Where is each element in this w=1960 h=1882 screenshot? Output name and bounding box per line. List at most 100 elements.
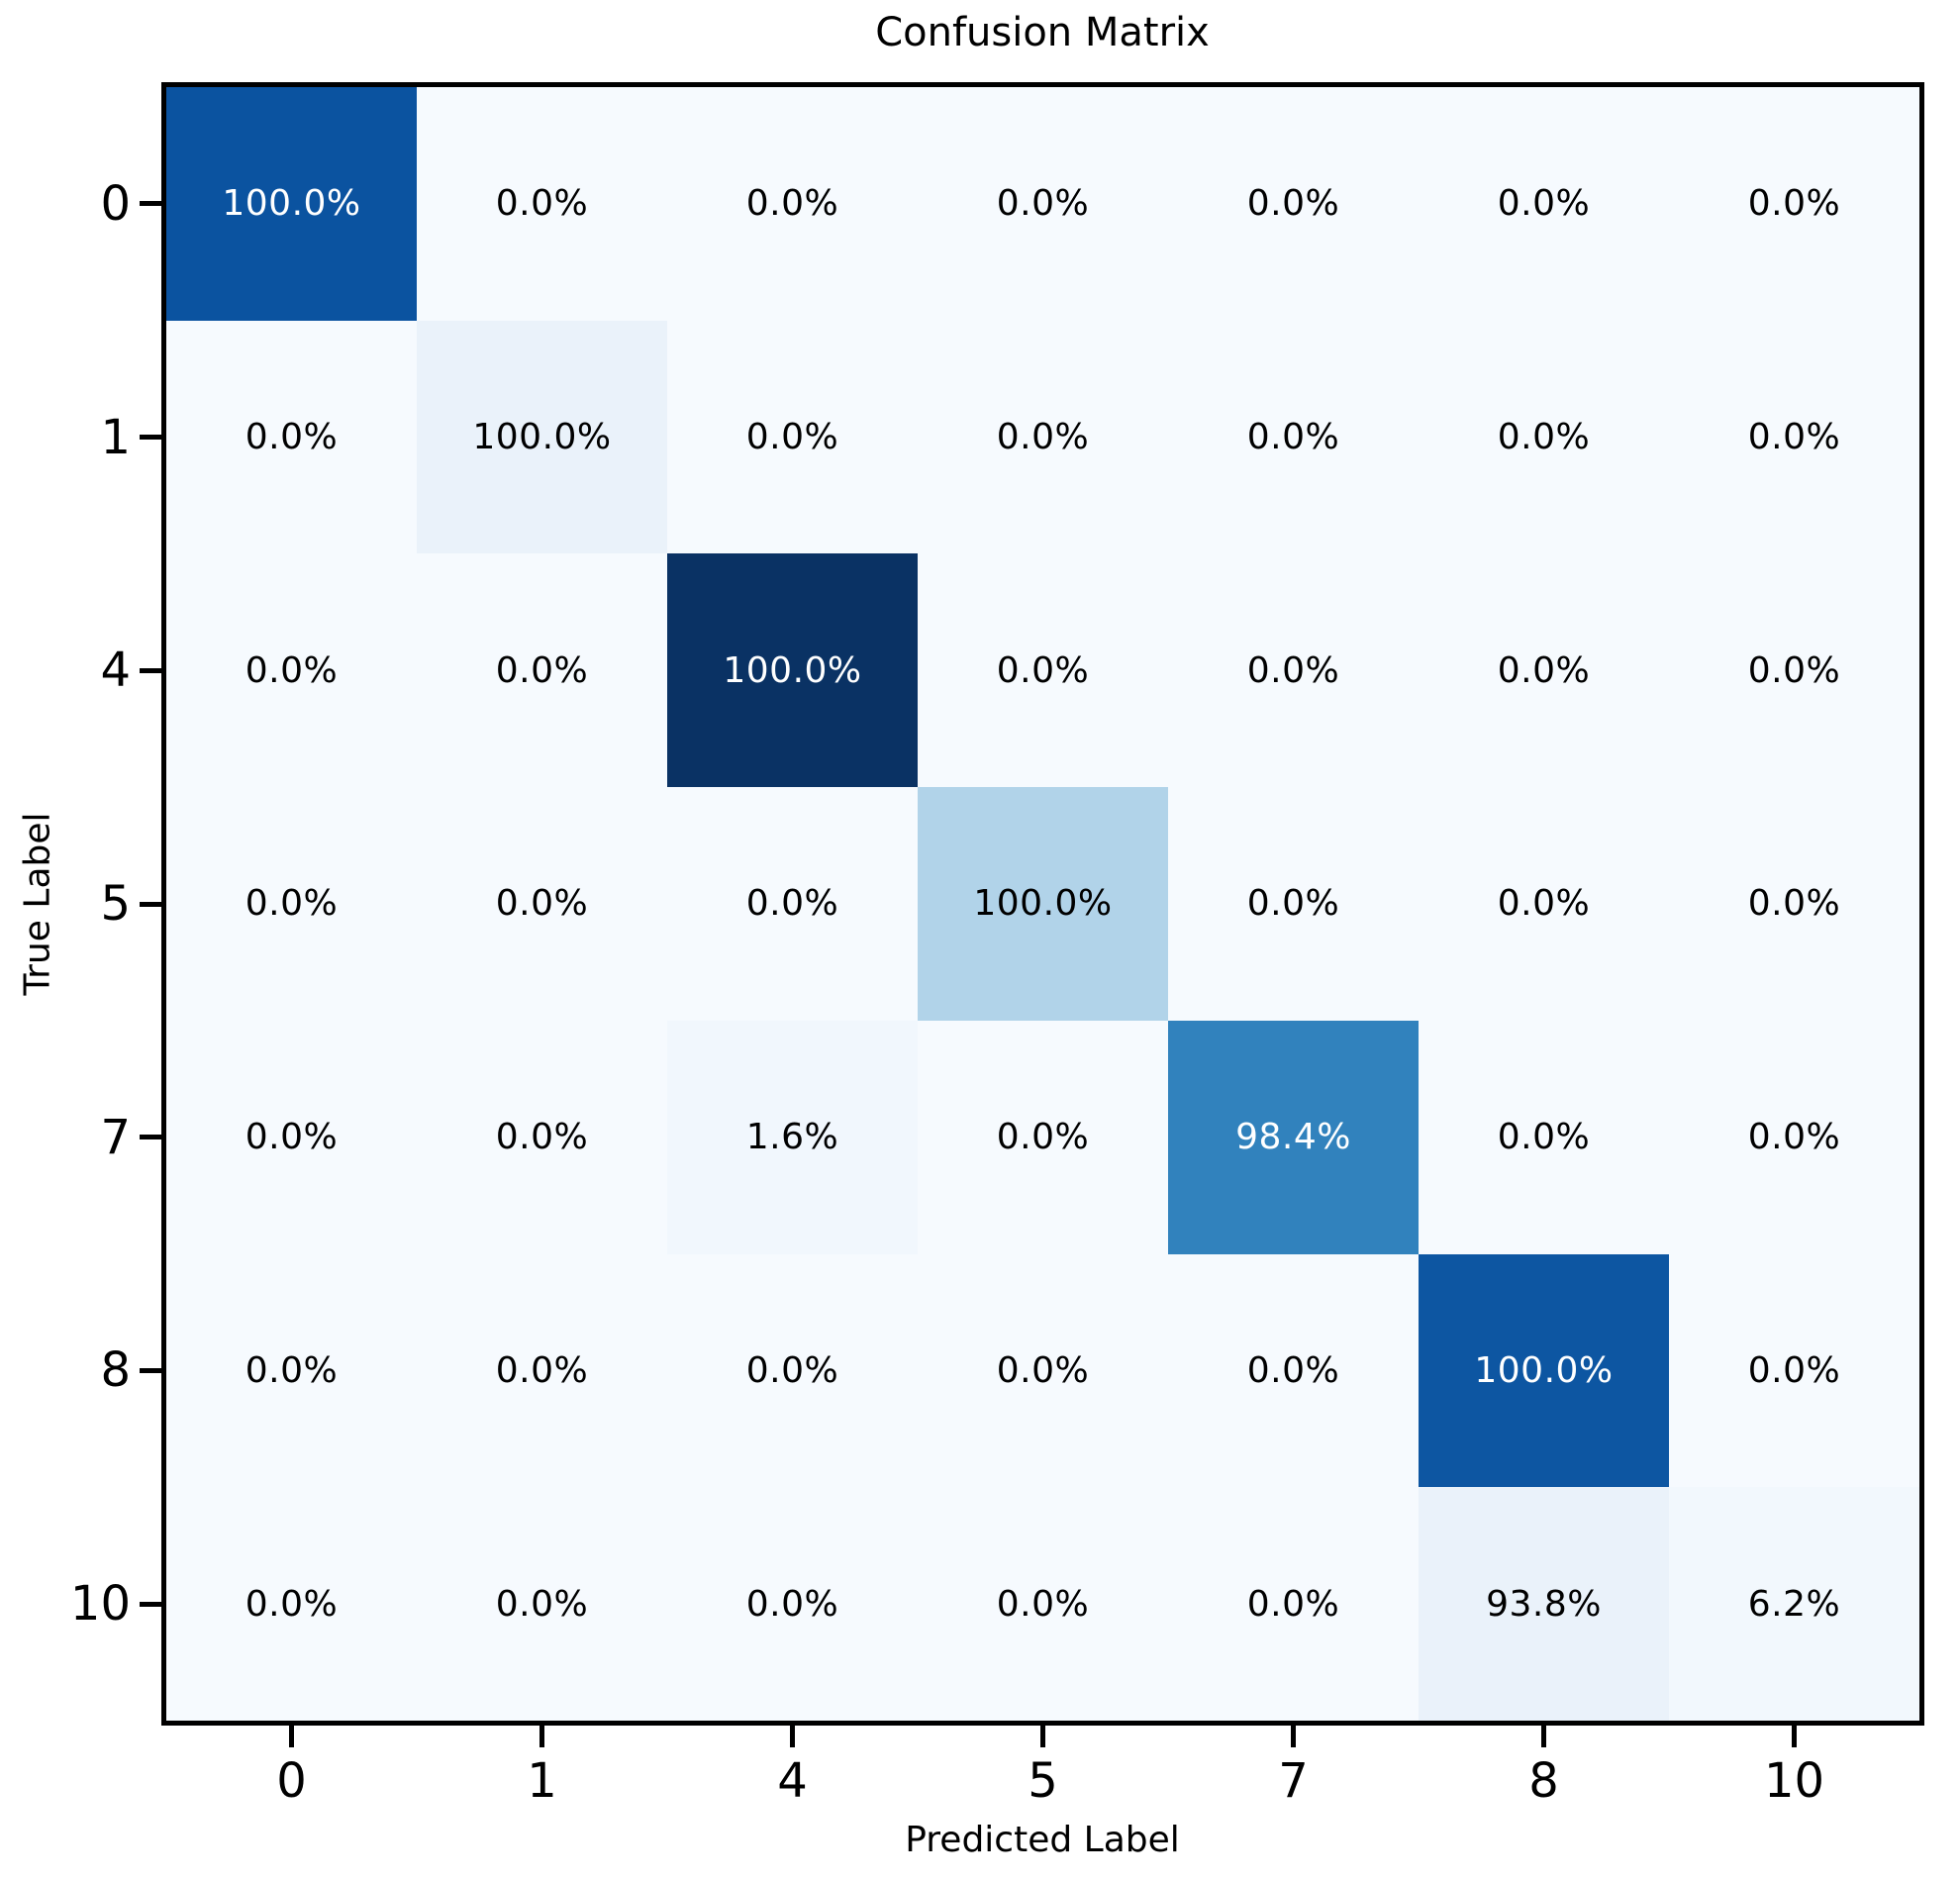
cell-value: 0.0% [1747,183,1841,225]
y-tick-mark [140,1367,161,1373]
matrix-cell: 93.8% [1419,1487,1669,1721]
cell-value: 0.0% [1497,183,1591,225]
matrix-cell: 0.0% [1419,553,1669,788]
matrix-cell: 0.0% [1168,320,1419,554]
matrix-cell: 0.0% [1669,87,1919,321]
y-tick-label: 5 [100,876,131,932]
chart-title: Confusion Matrix [875,10,1210,55]
matrix-cell: 100.0% [166,87,417,321]
cell-value: 0.0% [495,1583,589,1625]
y-tick-mark [140,435,161,441]
cell-value: 100.0% [973,883,1113,925]
cell-value: 0.0% [1747,649,1841,691]
cell-value: 0.0% [996,417,1090,458]
y-tick-mark [140,1135,161,1140]
x-tick-label: 0 [276,1753,307,1809]
matrix-cell: 0.0% [166,1487,417,1721]
y-tick-label: 8 [100,1342,131,1399]
y-tick-mark [140,1601,161,1607]
matrix-cell: 0.0% [417,87,667,321]
cell-value: 0.0% [1497,1117,1591,1158]
y-tick-label: 0 [100,175,131,232]
cell-value: 0.0% [1246,883,1340,925]
x-tick-mark [539,1726,544,1747]
matrix-cell: 98.4% [1168,1020,1419,1254]
matrix-cell: 0.0% [1419,320,1669,554]
matrix-cell: 0.0% [1168,787,1419,1021]
cell-value: 0.0% [1747,883,1841,925]
x-tick-mark [1291,1726,1296,1747]
matrix-cell: 0.0% [1669,787,1919,1021]
matrix-cell: 0.0% [1419,87,1669,321]
cell-value: 100.0% [472,417,612,458]
matrix-cell: 0.0% [417,1487,667,1721]
cell-value: 0.0% [996,1117,1090,1158]
x-tick-label: 1 [527,1753,557,1809]
cell-value: 0.0% [996,183,1090,225]
matrix-cell: 0.0% [667,1487,918,1721]
cell-value: 100.0% [1474,1349,1614,1391]
cell-value: 0.0% [1497,883,1591,925]
cell-value: 0.0% [1246,1349,1340,1391]
matrix-cell: 0.0% [1669,1020,1919,1254]
cell-value: 0.0% [245,649,339,691]
cell-value: 0.0% [495,183,589,225]
matrix-cell: 0.0% [1419,787,1669,1021]
matrix-cell: 0.0% [417,1253,667,1488]
matrix-cell: 6.2% [1669,1487,1919,1721]
cell-value: 100.0% [222,183,361,225]
cell-value: 0.0% [1747,417,1841,458]
cell-value: 0.0% [1497,649,1591,691]
plot-area: 100.0% 0.0% 0.0% 0.0% 0.0% 0.0% 0.0% 0.0% 100.0%… [161,82,1924,1726]
cell-value: 93.8% [1486,1583,1602,1625]
cell-value: 0.0% [1246,183,1340,225]
x-axis-label: Predicted Label [905,1820,1180,1860]
matrix-cell: 0.0% [1168,87,1419,321]
cell-value: 0.0% [745,183,839,225]
cell-value: 0.0% [245,1349,339,1391]
matrix-cell: 0.0% [667,787,918,1021]
x-tick-label: 7 [1278,1753,1309,1809]
cell-value: 0.0% [996,649,1090,691]
matrix-cell: 0.0% [1168,1253,1419,1488]
matrix-cell: 100.0% [918,787,1168,1021]
matrix-cell: 0.0% [166,320,417,554]
cell-value: 0.0% [245,417,339,458]
cell-value: 0.0% [745,883,839,925]
matrix-cell: 0.0% [918,1253,1168,1488]
matrix-cell: 0.0% [918,553,1168,788]
y-tick-label: 4 [100,643,131,699]
matrix-cell: 0.0% [1168,1487,1419,1721]
matrix-cell: 100.0% [667,553,918,788]
matrix-cell: 1.6% [667,1020,918,1254]
x-tick-mark [1040,1726,1045,1747]
matrix-cell: 0.0% [918,320,1168,554]
matrix-cell: 0.0% [1419,1020,1669,1254]
matrix-cell: 0.0% [667,320,918,554]
y-tick-mark [140,201,161,207]
x-tick-mark [1541,1726,1546,1747]
cell-value: 0.0% [745,417,839,458]
cell-value: 0.0% [996,1583,1090,1625]
matrix-cell: 0.0% [667,87,918,321]
cell-value: 0.0% [495,1349,589,1391]
matrix-cell: 0.0% [667,1253,918,1488]
matrix-cell: 0.0% [166,1253,417,1488]
cell-value: 0.0% [1497,417,1591,458]
cell-value: 6.2% [1747,1583,1841,1625]
matrix-cell: 0.0% [918,87,1168,321]
cell-value: 0.0% [745,1349,839,1391]
cell-value: 0.0% [495,883,589,925]
matrix-cell: 0.0% [166,787,417,1021]
cell-value: 0.0% [1246,1583,1340,1625]
cell-value: 0.0% [996,1349,1090,1391]
x-tick-mark [790,1726,795,1747]
matrix-cell: 0.0% [1669,1253,1919,1488]
cell-value: 1.6% [745,1117,839,1158]
y-tick-mark [140,901,161,907]
cell-value: 0.0% [1246,649,1340,691]
matrix-cell: 0.0% [918,1487,1168,1721]
matrix-cell: 0.0% [417,1020,667,1254]
cell-value: 0.0% [1747,1349,1841,1391]
